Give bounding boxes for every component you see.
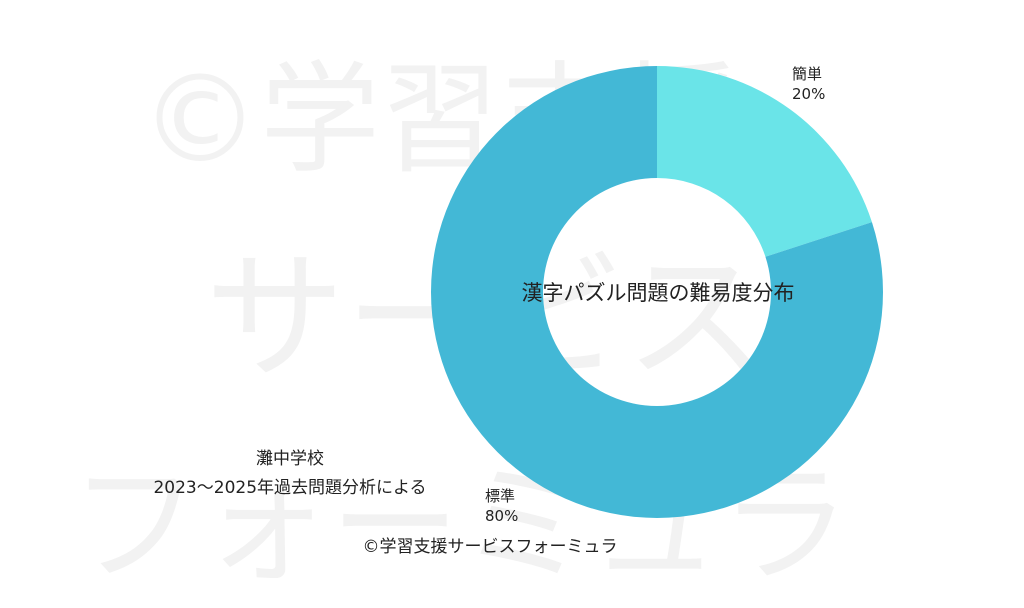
slice-label-standard-value: 80% [485, 507, 519, 525]
slice-label-easy-value: 20% [792, 85, 826, 103]
source-note-school: 灘中学校 [256, 449, 324, 469]
source-note: 灘中学校 2023〜2025年過去問題分析による [90, 445, 490, 503]
donut-chart [431, 66, 883, 519]
slice-label-easy: 簡単 20% [792, 64, 825, 104]
slice-label-easy-name: 簡単 [792, 65, 823, 83]
slice-label-standard-name: 標準 [485, 487, 516, 505]
chart-title: 漢字パズル問題の難易度分布 [521, 281, 795, 305]
slice-label-standard: 標準 80% [485, 486, 518, 526]
copyright-text: ©学習支援サービスフォーミュラ [362, 537, 618, 557]
donut-slice-easy [657, 66, 872, 257]
source-note-period: 2023〜2025年過去問題分析による [153, 478, 427, 498]
donut-slice-standard [431, 66, 883, 519]
